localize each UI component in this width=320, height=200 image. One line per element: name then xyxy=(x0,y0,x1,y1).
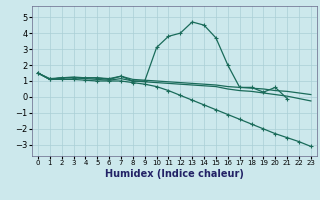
X-axis label: Humidex (Indice chaleur): Humidex (Indice chaleur) xyxy=(105,169,244,179)
